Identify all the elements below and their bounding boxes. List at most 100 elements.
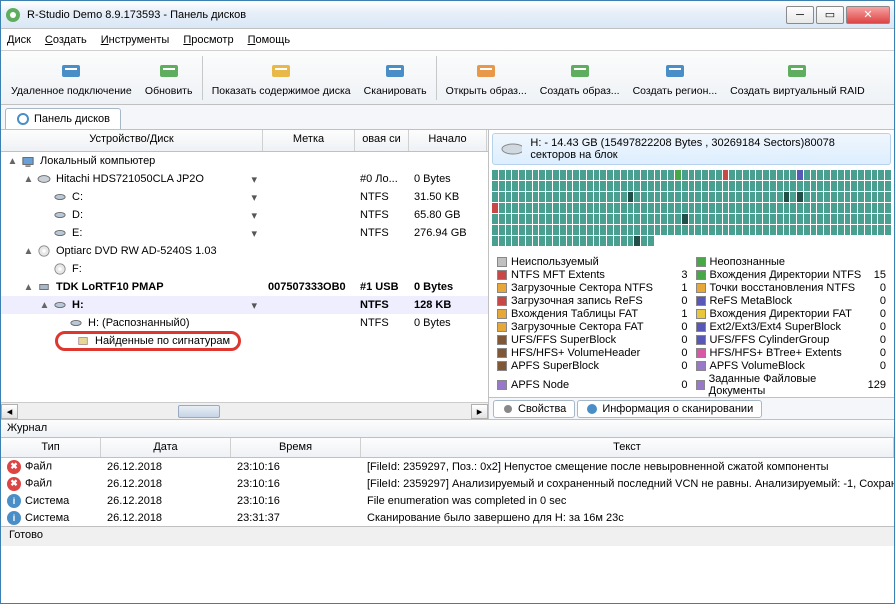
block[interactable] bbox=[729, 203, 735, 213]
block[interactable] bbox=[784, 192, 790, 202]
block[interactable] bbox=[573, 225, 579, 235]
toolbar-5[interactable]: Создать образ... bbox=[534, 53, 626, 103]
block[interactable] bbox=[587, 225, 593, 235]
block[interactable] bbox=[770, 203, 776, 213]
block[interactable] bbox=[770, 214, 776, 224]
block[interactable] bbox=[817, 170, 823, 180]
block[interactable] bbox=[824, 214, 830, 224]
block[interactable] bbox=[675, 214, 681, 224]
block[interactable] bbox=[594, 214, 600, 224]
log-col-date[interactable]: Дата bbox=[101, 438, 231, 457]
block[interactable] bbox=[492, 225, 498, 235]
block[interactable] bbox=[512, 170, 518, 180]
block[interactable] bbox=[723, 181, 729, 191]
block[interactable] bbox=[736, 203, 742, 213]
block-map[interactable] bbox=[492, 170, 891, 250]
block[interactable] bbox=[512, 225, 518, 235]
block[interactable] bbox=[600, 170, 606, 180]
block[interactable] bbox=[797, 181, 803, 191]
block[interactable] bbox=[729, 214, 735, 224]
block[interactable] bbox=[506, 203, 512, 213]
block[interactable] bbox=[614, 192, 620, 202]
block[interactable] bbox=[560, 170, 566, 180]
block[interactable] bbox=[634, 170, 640, 180]
block[interactable] bbox=[641, 181, 647, 191]
block[interactable] bbox=[641, 170, 647, 180]
block[interactable] bbox=[750, 214, 756, 224]
block[interactable] bbox=[594, 181, 600, 191]
block[interactable] bbox=[756, 192, 762, 202]
col-fs[interactable]: овая си bbox=[355, 130, 409, 151]
block[interactable] bbox=[499, 170, 505, 180]
block[interactable] bbox=[784, 181, 790, 191]
block[interactable] bbox=[553, 203, 559, 213]
block[interactable] bbox=[499, 214, 505, 224]
block[interactable] bbox=[851, 181, 857, 191]
block[interactable] bbox=[811, 214, 817, 224]
block[interactable] bbox=[831, 192, 837, 202]
block[interactable] bbox=[689, 225, 695, 235]
block[interactable] bbox=[695, 203, 701, 213]
block[interactable] bbox=[560, 236, 566, 246]
block[interactable] bbox=[607, 203, 613, 213]
block[interactable] bbox=[695, 181, 701, 191]
log-row[interactable]: ✖Файл26.12.201823:10:16[FileId: 2359297]… bbox=[1, 475, 894, 492]
minimize-button[interactable]: ─ bbox=[786, 6, 814, 24]
block[interactable] bbox=[641, 236, 647, 246]
block[interactable] bbox=[499, 192, 505, 202]
tree-row[interactable]: Найденные по сигнатурам bbox=[1, 332, 488, 350]
block[interactable] bbox=[858, 170, 864, 180]
block[interactable] bbox=[831, 203, 837, 213]
block[interactable] bbox=[851, 225, 857, 235]
block[interactable] bbox=[777, 181, 783, 191]
block[interactable] bbox=[729, 192, 735, 202]
block[interactable] bbox=[546, 214, 552, 224]
block[interactable] bbox=[723, 203, 729, 213]
block[interactable] bbox=[560, 214, 566, 224]
block[interactable] bbox=[499, 203, 505, 213]
block[interactable] bbox=[777, 170, 783, 180]
col-start[interactable]: Начало bbox=[409, 130, 487, 151]
block[interactable] bbox=[539, 236, 545, 246]
block[interactable] bbox=[655, 181, 661, 191]
block[interactable] bbox=[573, 236, 579, 246]
block[interactable] bbox=[675, 192, 681, 202]
block[interactable] bbox=[872, 170, 878, 180]
block[interactable] bbox=[736, 214, 742, 224]
block[interactable] bbox=[553, 181, 559, 191]
block[interactable] bbox=[668, 203, 674, 213]
block[interactable] bbox=[634, 214, 640, 224]
block[interactable] bbox=[804, 170, 810, 180]
block[interactable] bbox=[661, 225, 667, 235]
block[interactable] bbox=[682, 225, 688, 235]
block[interactable] bbox=[506, 192, 512, 202]
block[interactable] bbox=[580, 214, 586, 224]
block[interactable] bbox=[600, 203, 606, 213]
tree-row[interactable]: ▲Локальный компьютер bbox=[1, 152, 488, 170]
block[interactable] bbox=[763, 170, 769, 180]
block[interactable] bbox=[567, 214, 573, 224]
block[interactable] bbox=[743, 181, 749, 191]
block[interactable] bbox=[784, 214, 790, 224]
block[interactable] bbox=[648, 181, 654, 191]
block[interactable] bbox=[716, 214, 722, 224]
block[interactable] bbox=[756, 203, 762, 213]
block[interactable] bbox=[858, 192, 864, 202]
block[interactable] bbox=[790, 203, 796, 213]
block[interactable] bbox=[736, 181, 742, 191]
toolbar-1[interactable]: Обновить bbox=[139, 53, 199, 103]
block[interactable] bbox=[533, 203, 539, 213]
block[interactable] bbox=[736, 192, 742, 202]
tree-row[interactable]: ▲TDK LoRTF10 PMAP007507333OB0#1 USB0 Byt… bbox=[1, 278, 488, 296]
block[interactable] bbox=[539, 214, 545, 224]
block[interactable] bbox=[770, 192, 776, 202]
block[interactable] bbox=[587, 203, 593, 213]
block[interactable] bbox=[824, 181, 830, 191]
tree-row[interactable]: F: bbox=[1, 260, 488, 278]
block[interactable] bbox=[655, 192, 661, 202]
log-col-type[interactable]: Тип bbox=[1, 438, 101, 457]
block[interactable] bbox=[743, 214, 749, 224]
close-button[interactable]: ✕ bbox=[846, 6, 890, 24]
block[interactable] bbox=[838, 203, 844, 213]
block[interactable] bbox=[607, 214, 613, 224]
